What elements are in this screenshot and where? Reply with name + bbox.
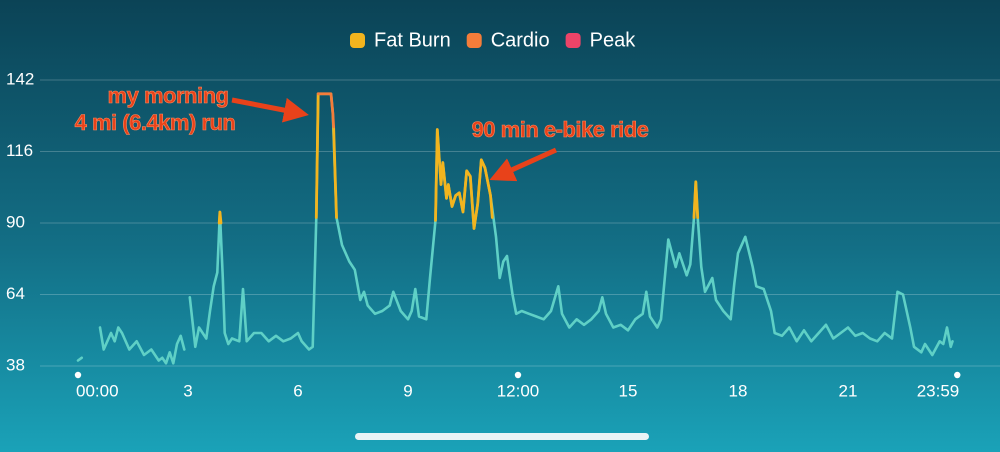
legend-swatch [466, 33, 482, 48]
annotation: my morning [108, 83, 229, 108]
heart-rate-line [76, 92, 954, 365]
legend: Fat Burn Cardio Peak [350, 29, 636, 51]
y-tick-label: 116 [6, 141, 33, 160]
annotation-arrow [489, 147, 558, 182]
y-tick-label: 38 [6, 355, 25, 374]
legend-swatch [565, 33, 581, 48]
x-tick-label: 18 [729, 381, 748, 400]
x-tick-label: 12:00 [497, 381, 540, 400]
legend-swatch [350, 33, 365, 48]
annotation: 90 min e-bike ride [472, 117, 649, 142]
annotation: 4 mi (6.4km) run [75, 110, 236, 135]
annotation-arrow [231, 97, 309, 123]
x-tick-label: 21 [839, 381, 858, 400]
zone-line [316, 92, 335, 129]
x-tick-dot [954, 371, 961, 379]
x-tick-label: 15 [619, 381, 638, 400]
legend-label: Cardio [491, 29, 550, 51]
y-tick-label: 142 [6, 69, 34, 88]
y-tick-label: 64 [6, 284, 25, 303]
x-tick-label: 3 [183, 381, 192, 400]
grid: 38 64 90 116 142 00:00 3 6 9 12:00 15 18 21 23:59 [6, 69, 1000, 400]
x-tick-dot [514, 371, 522, 379]
x-tick-label: 6 [293, 381, 302, 400]
x-tick-label: 00:00 [76, 381, 119, 400]
x-tick-dot [74, 371, 82, 379]
y-tick-label: 90 [6, 212, 25, 231]
x-tick-label: 9 [403, 381, 412, 400]
zone-line [217, 92, 700, 230]
x-tick-label: 23:59 [917, 381, 960, 400]
legend-label: Peak [590, 29, 637, 51]
legend-label: Fat Burn [374, 29, 451, 51]
plot [76, 92, 954, 365]
home-indicator [355, 433, 649, 440]
